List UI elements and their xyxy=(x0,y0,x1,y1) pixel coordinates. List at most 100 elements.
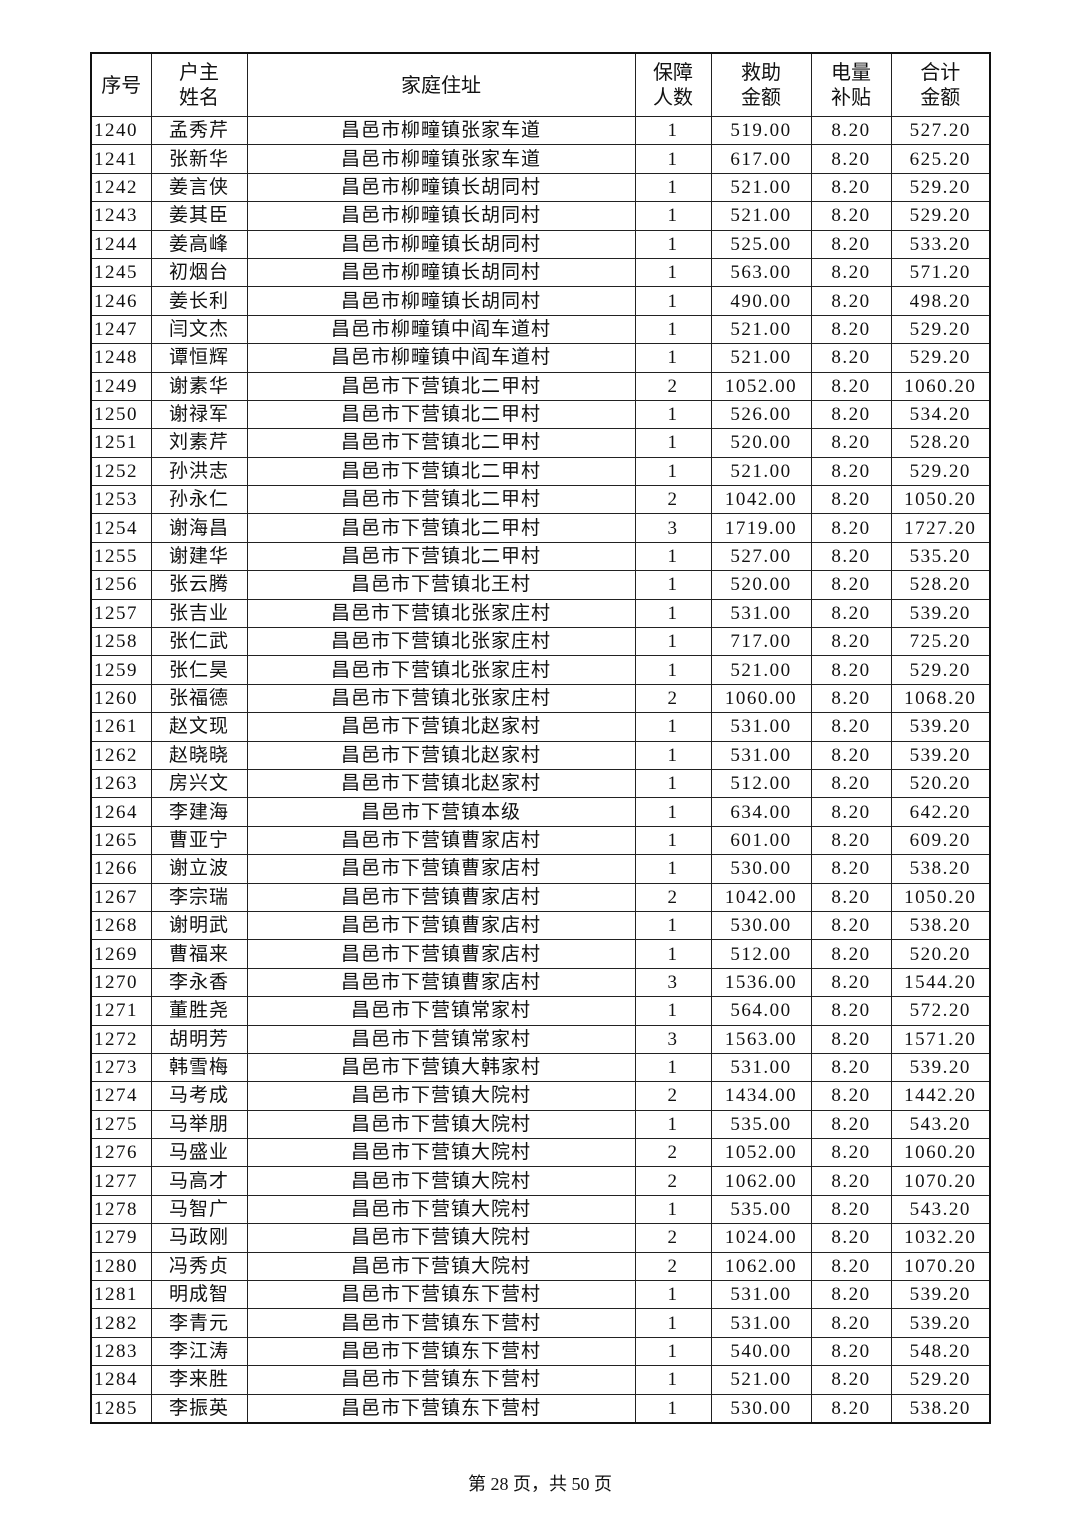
cell-seq: 1258 xyxy=(90,627,152,657)
cell-seq: 1265 xyxy=(90,825,152,856)
cell-address: 昌邑市下营镇本级 xyxy=(246,797,636,827)
cell-electric: 8.20 xyxy=(810,257,892,288)
cell-electric: 8.20 xyxy=(810,1251,892,1282)
table-row: 1280 冯秀贞 昌邑市下营镇大院村 2 1062.00 8.20 1070.20 xyxy=(90,1251,991,1282)
cell-address: 昌邑市下营镇北张家庄村 xyxy=(246,683,636,714)
cell-people: 1 xyxy=(634,541,712,572)
table-row: 1256 张云腾 昌邑市下营镇北王村 1 520.00 8.20 528.20 xyxy=(90,570,991,600)
cell-total: 1050.20 xyxy=(890,882,991,912)
table-row: 1266 谢立波 昌邑市下营镇曹家店村 1 530.00 8.20 538.20 xyxy=(90,854,991,884)
cell-relief: 512.00 xyxy=(710,768,812,799)
cell-electric: 8.20 xyxy=(810,1393,892,1424)
cell-relief: 1062.00 xyxy=(710,1166,812,1196)
cell-total: 609.20 xyxy=(890,825,991,856)
table-row: 1252 孙洪志 昌邑市下营镇北二甲村 1 521.00 8.20 529.20 xyxy=(90,456,991,487)
cell-name: 张福德 xyxy=(150,683,248,714)
cell-address: 昌邑市下营镇大院村 xyxy=(246,1223,636,1253)
cell-address: 昌邑市下营镇北二甲村 xyxy=(246,456,636,487)
cell-total: 529.20 xyxy=(890,314,991,345)
table-row: 1259 张仁昊 昌邑市下营镇北张家庄村 1 521.00 8.20 529.20 xyxy=(90,655,991,685)
cell-total: 1068.20 xyxy=(890,683,991,714)
cell-address: 昌邑市下营镇曹家店村 xyxy=(246,825,636,856)
cell-relief: 531.00 xyxy=(710,712,812,742)
cell-people: 1 xyxy=(634,1336,712,1367)
header-col-total: 合计 金额 xyxy=(890,52,991,117)
cell-relief: 601.00 xyxy=(710,825,812,856)
cell-electric: 8.20 xyxy=(810,1024,892,1054)
cell-electric: 8.20 xyxy=(810,967,892,998)
cell-relief: 531.00 xyxy=(710,1052,812,1083)
cell-seq: 1254 xyxy=(90,513,152,543)
cell-relief: 521.00 xyxy=(710,655,812,685)
cell-electric: 8.20 xyxy=(810,1280,892,1310)
table-row: 1279 马政刚 昌邑市下营镇大院村 2 1024.00 8.20 1032.20 xyxy=(90,1223,991,1253)
cell-name: 胡明芳 xyxy=(150,1024,248,1054)
cell-people: 2 xyxy=(634,485,712,515)
cell-address: 昌邑市下营镇北王村 xyxy=(246,570,636,600)
cell-name: 张吉业 xyxy=(150,598,248,629)
cell-total: 1070.20 xyxy=(890,1251,991,1282)
cell-total: 529.20 xyxy=(890,456,991,487)
cell-electric: 8.20 xyxy=(810,797,892,827)
cell-seq: 1285 xyxy=(90,1393,152,1424)
cell-name: 房兴文 xyxy=(150,768,248,799)
cell-seq: 1261 xyxy=(90,712,152,742)
cell-seq: 1270 xyxy=(90,967,152,998)
cell-electric: 8.20 xyxy=(810,314,892,345)
cell-total: 1060.20 xyxy=(890,1138,991,1168)
cell-electric: 8.20 xyxy=(810,286,892,316)
cell-electric: 8.20 xyxy=(810,144,892,174)
table-row: 1261 赵文现 昌邑市下营镇北赵家村 1 531.00 8.20 539.20 xyxy=(90,712,991,742)
cell-seq: 1282 xyxy=(90,1308,152,1338)
cell-name: 李建海 xyxy=(150,797,248,827)
page-footer: 第 28 页，共 50 页 xyxy=(468,1474,612,1494)
cell-people: 1 xyxy=(634,1052,712,1083)
cell-name: 初烟台 xyxy=(150,257,248,288)
cell-relief: 531.00 xyxy=(710,1308,812,1338)
cell-people: 1 xyxy=(634,570,712,600)
cell-total: 1544.20 xyxy=(890,967,991,998)
cell-name: 姜言侠 xyxy=(150,172,248,203)
cell-relief: 521.00 xyxy=(710,343,812,373)
cell-total: 538.20 xyxy=(890,910,991,941)
cell-address: 昌邑市下营镇曹家店村 xyxy=(246,967,636,998)
cell-name: 李来胜 xyxy=(150,1365,248,1395)
table-row: 1272 胡明芳 昌邑市下营镇常家村 3 1563.00 8.20 1571.20 xyxy=(90,1024,991,1054)
cell-total: 527.20 xyxy=(890,115,991,146)
cell-name: 马政刚 xyxy=(150,1223,248,1253)
cell-address: 昌邑市柳疃镇中阎车道村 xyxy=(246,314,636,345)
header-col-electric: 电量 补贴 xyxy=(810,52,892,117)
cell-address: 昌邑市下营镇北张家庄村 xyxy=(246,598,636,629)
cell-people: 1 xyxy=(634,201,712,231)
cell-name: 张仁武 xyxy=(150,627,248,657)
cell-address: 昌邑市柳疃镇长胡同村 xyxy=(246,286,636,316)
cell-total: 533.20 xyxy=(890,229,991,259)
cell-people: 1 xyxy=(634,627,712,657)
cell-relief: 521.00 xyxy=(710,1365,812,1395)
cell-relief: 1719.00 xyxy=(710,513,812,543)
cell-address: 昌邑市下营镇大院村 xyxy=(246,1081,636,1111)
cell-seq: 1268 xyxy=(90,910,152,941)
cell-people: 1 xyxy=(634,1109,712,1140)
cell-seq: 1276 xyxy=(90,1138,152,1168)
cell-electric: 8.20 xyxy=(810,712,892,742)
table-row: 1282 李青元 昌邑市下营镇东下营村 1 531.00 8.20 539.20 xyxy=(90,1308,991,1338)
table-row: 1255 谢建华 昌邑市下营镇北二甲村 1 527.00 8.20 535.20 xyxy=(90,541,991,572)
cell-total: 534.20 xyxy=(890,399,991,430)
cell-seq: 1274 xyxy=(90,1081,152,1111)
cell-relief: 530.00 xyxy=(710,910,812,941)
cell-relief: 564.00 xyxy=(710,996,812,1026)
cell-people: 1 xyxy=(634,1194,712,1225)
cell-seq: 1240 xyxy=(90,115,152,146)
cell-address: 昌邑市下营镇北张家庄村 xyxy=(246,627,636,657)
cell-electric: 8.20 xyxy=(810,229,892,259)
cell-address: 昌邑市下营镇东下营村 xyxy=(246,1336,636,1367)
cell-electric: 8.20 xyxy=(810,939,892,969)
cell-name: 赵文现 xyxy=(150,712,248,742)
cell-relief: 1060.00 xyxy=(710,683,812,714)
cell-relief: 521.00 xyxy=(710,201,812,231)
cell-address: 昌邑市柳疃镇长胡同村 xyxy=(246,201,636,231)
cell-total: 520.20 xyxy=(890,939,991,969)
cell-total: 539.20 xyxy=(890,1052,991,1083)
cell-total: 539.20 xyxy=(890,1280,991,1310)
